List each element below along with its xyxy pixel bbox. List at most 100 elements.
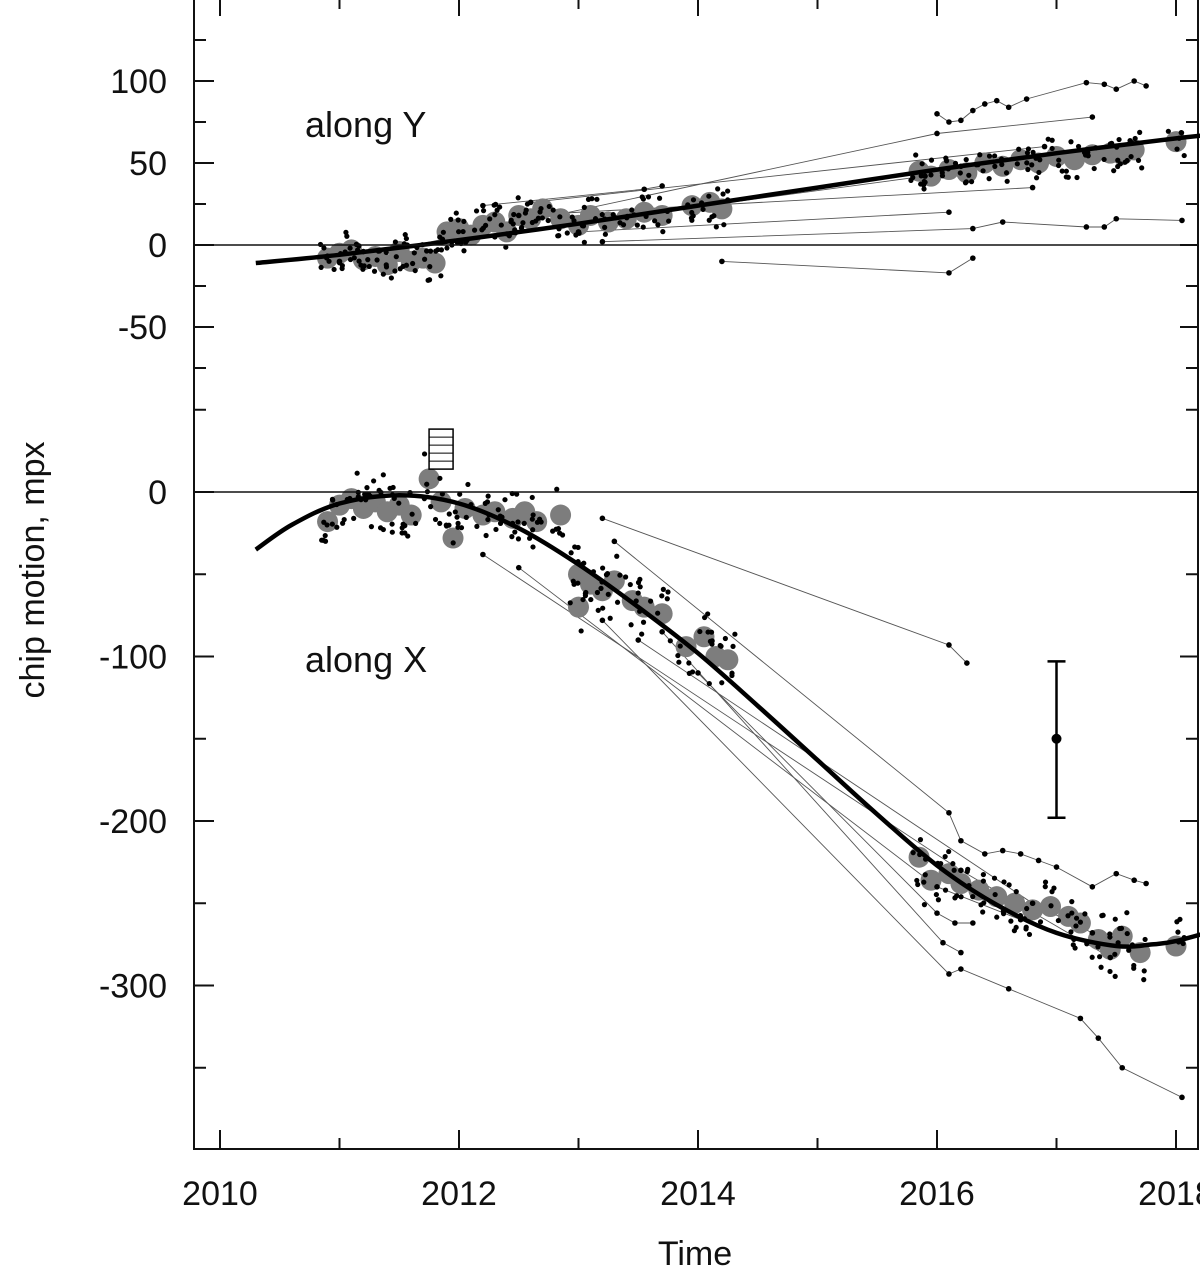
track-point <box>934 130 940 137</box>
scatter-point <box>524 201 531 207</box>
scatter-point <box>1082 911 1088 917</box>
scatter-point <box>424 248 430 254</box>
scatter-point <box>980 871 986 878</box>
track-point <box>934 111 940 117</box>
scatter-point <box>538 205 544 212</box>
scatter-point <box>567 600 573 606</box>
scatter-point <box>635 590 641 596</box>
scatter-point <box>640 224 646 230</box>
x-tick-label-2010: 2010 <box>182 1175 258 1213</box>
scatter-point <box>628 622 634 628</box>
scatter-point <box>360 266 366 272</box>
track-point <box>1005 985 1012 992</box>
scatter-point <box>519 224 525 231</box>
scatter-point <box>334 524 340 530</box>
scatter-point <box>640 196 646 202</box>
scatter-point <box>623 574 629 580</box>
scatter-point <box>1098 964 1104 970</box>
scatter-point <box>377 525 384 531</box>
scatter-point <box>329 496 336 502</box>
track-point <box>1143 83 1149 89</box>
scatter-point <box>1177 916 1183 922</box>
track-point <box>958 949 964 956</box>
scatter-point <box>1042 884 1048 890</box>
track-point <box>970 225 976 232</box>
scatter-point <box>964 868 970 875</box>
scatter-point <box>529 516 535 522</box>
scatter-point <box>588 596 594 603</box>
scatter-point <box>533 218 539 224</box>
scatter-point <box>1165 128 1171 134</box>
annotations <box>428 428 1066 819</box>
track-point <box>599 617 606 624</box>
scatter-point <box>365 257 371 263</box>
y-tick-label-50: 50 <box>129 145 167 183</box>
scatter-point <box>1023 924 1029 930</box>
track-point <box>719 258 725 265</box>
track-point <box>1131 877 1137 884</box>
scatter-point <box>1008 918 1014 924</box>
scatter-point <box>433 248 439 254</box>
scatter-point <box>603 572 610 578</box>
scatter-point <box>343 229 349 235</box>
track-point <box>659 183 665 189</box>
track-point <box>958 966 964 972</box>
scatter-point <box>461 248 467 254</box>
scatter-point <box>515 195 521 201</box>
scatter-point <box>389 529 395 535</box>
binned-mean-point <box>1022 899 1044 921</box>
scatter-point <box>425 277 431 283</box>
track-point <box>999 847 1006 854</box>
scatter-point <box>331 266 337 273</box>
track-point <box>599 238 606 245</box>
scatter-point <box>652 218 658 224</box>
scatter-point <box>575 544 581 551</box>
scatter-point <box>999 161 1005 168</box>
scatter-point <box>483 532 489 539</box>
scatter-point <box>461 218 467 225</box>
scatter-point <box>568 550 574 556</box>
scatter-point <box>1048 903 1054 909</box>
track-point <box>982 851 988 857</box>
scatter-point <box>962 180 969 186</box>
track-point <box>1107 954 1114 961</box>
scatter-point <box>432 516 439 523</box>
scatter-point <box>718 643 724 649</box>
track-point <box>1053 864 1060 870</box>
scatter-point <box>992 153 998 159</box>
scatter-point <box>729 672 735 679</box>
scatter-point <box>922 179 928 185</box>
scatter-point <box>706 680 712 687</box>
scatter-point <box>1063 174 1069 180</box>
scatter-point <box>456 229 462 235</box>
scatter-point <box>598 585 604 591</box>
scatter-point <box>1025 146 1032 152</box>
track-point <box>1089 884 1096 890</box>
scatter-point <box>689 669 696 675</box>
scatter-point <box>1068 139 1074 145</box>
scatter-point <box>529 494 535 501</box>
scatter-point <box>1132 135 1138 142</box>
scatter-point <box>1097 954 1103 960</box>
scatter-point <box>530 512 536 518</box>
scatter-point <box>495 507 501 513</box>
scatter-point <box>1126 947 1132 953</box>
scatter-point <box>605 591 611 597</box>
scatter-point <box>942 853 948 860</box>
scatter-point <box>354 470 360 476</box>
track-point <box>599 515 606 522</box>
marker-box <box>428 428 454 470</box>
scatter-point <box>921 902 928 908</box>
scatter-point <box>928 172 934 178</box>
scatter-point <box>1075 143 1082 150</box>
track-point <box>515 564 522 571</box>
scatter-point <box>341 516 347 523</box>
scatter-point <box>493 526 499 533</box>
scatter-point <box>1115 157 1121 163</box>
scatter-point <box>421 451 428 457</box>
track-point <box>1101 224 1108 230</box>
scatter-point <box>594 589 601 596</box>
scatter-point <box>707 638 714 644</box>
scatter-point <box>914 877 920 884</box>
track-point <box>958 867 964 874</box>
